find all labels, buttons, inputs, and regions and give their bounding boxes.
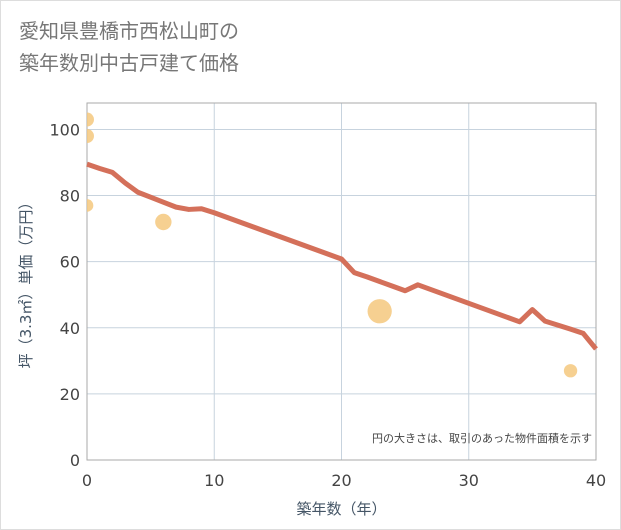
grid-lines xyxy=(86,103,597,461)
x-tick-label: 40 xyxy=(586,471,606,490)
data-bubble xyxy=(563,364,578,378)
x-tick-label: 30 xyxy=(459,471,479,490)
x-tick-label: 0 xyxy=(82,471,92,490)
x-tick-label: 20 xyxy=(331,471,351,490)
y-axis-ticks: 0 20 40 60 80 100 xyxy=(49,120,80,470)
bubble-series xyxy=(87,112,578,378)
y-tick-label: 40 xyxy=(60,319,80,338)
plot-area xyxy=(86,102,597,461)
chart-title-line-1: 愛知県豊橋市西松山町の xyxy=(19,19,239,43)
x-axis-label: 築年数（年） xyxy=(296,500,386,518)
data-bubble xyxy=(367,299,392,324)
chart-title: 愛知県豊橋市西松山町の 築年数別中古戸建て価格 xyxy=(19,15,239,79)
x-tick-label: 10 xyxy=(204,471,224,490)
x-axis-ticks: 0 10 20 30 40 xyxy=(82,471,606,490)
y-tick-label: 20 xyxy=(60,385,80,404)
data-bubble xyxy=(155,213,172,231)
y-tick-label: 100 xyxy=(49,120,80,139)
y-tick-label: 80 xyxy=(60,187,80,206)
y-axis-label: 坪（3.3㎡）単価（万円） xyxy=(17,195,35,369)
data-bubble xyxy=(87,199,94,212)
data-bubble xyxy=(87,129,94,144)
y-tick-label: 60 xyxy=(60,253,80,272)
chart-title-line-2: 築年数別中古戸建て価格 xyxy=(19,51,239,75)
data-bubble xyxy=(87,112,94,127)
size-legend-note: 円の大きさは、取引のあった物件面積を示す xyxy=(372,431,592,445)
y-tick-label: 0 xyxy=(70,451,80,470)
price-trend-line xyxy=(86,161,598,351)
